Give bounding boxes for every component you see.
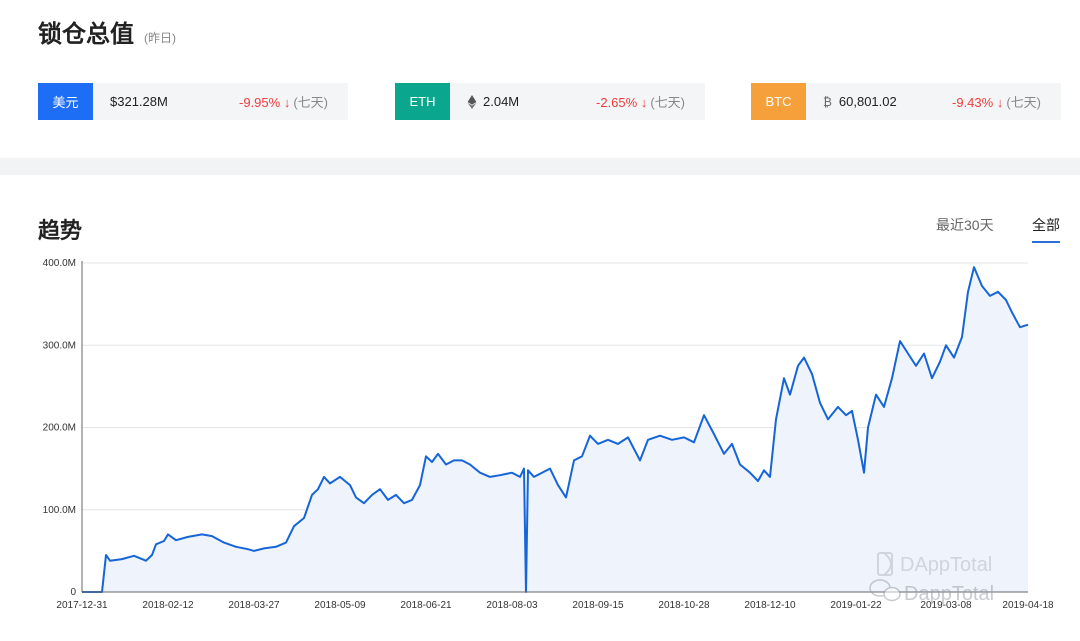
x-tick-label: 2018-10-28 (658, 600, 710, 611)
stat-change-usd: -9.95% ↓ (七天) (239, 92, 348, 111)
tvl-summary-panel: 锁仓总值 (昨日) 美元 $321.28M -9.95% ↓ (七天) ETH 2… (0, 0, 1080, 158)
stat-tag-eth: ETH (395, 83, 450, 120)
y-tick-label: 100.0M (43, 505, 76, 516)
page-subtitle: (昨日) (144, 31, 176, 45)
change-text: -9.95% ↓ (239, 95, 291, 110)
period-text: (七天) (650, 95, 685, 110)
area-fill (82, 267, 1028, 592)
x-tick-label: 2018-03-27 (228, 600, 280, 611)
chart-area (82, 266, 1029, 593)
period-text: (七天) (1006, 95, 1041, 110)
x-tick-label: 2018-08-03 (486, 600, 538, 611)
change-text: -2.65% ↓ (596, 95, 648, 110)
x-tick-label: 2019-04-18 (1002, 600, 1054, 611)
stat-change-btc: -9.43% ↓ (七天) (952, 92, 1061, 111)
x-tick-label: 2018-05-09 (314, 600, 366, 611)
chart-axes (81, 261, 1028, 593)
series-line (82, 266, 1029, 593)
change-text: -9.43% ↓ (952, 95, 1004, 110)
stat-card-btc[interactable]: BTC ₿ 60,801.02 -9.43% ↓ (七天) (751, 83, 1061, 120)
stat-value-text: 60,801.02 (838, 94, 897, 109)
stat-tag-usd: 美元 (38, 83, 93, 120)
watermark-brand: DAppTotal (900, 554, 992, 576)
stat-card-eth[interactable]: ETH 2.04M -2.65% ↓ (七天) (395, 83, 705, 120)
y-tick-labels: 0 100.0M 200.0M 300.0M 400.0M (43, 258, 77, 598)
y-tick-label: 300.0M (43, 340, 76, 351)
btc-icon: ₿ (823, 94, 832, 109)
x-tick-label: 2019-01-22 (830, 600, 882, 611)
x-tick-label: 2019-03-08 (920, 600, 972, 611)
stat-value-btc: ₿ 60,801.02 (806, 94, 952, 109)
y-tick-label: 200.0M (43, 423, 76, 434)
x-tick-label: 2018-12-10 (744, 600, 796, 611)
dapptotal-logo-icon (877, 552, 893, 576)
x-tick-label: 2018-02-12 (142, 600, 194, 611)
range-all-tab[interactable]: 全部 (1032, 215, 1060, 243)
tvl-trend-chart: 0 100.0M 200.0M 300.0M 400.0M 2017-12-31 2018… (43, 258, 1054, 611)
stat-value-text: $321.28M (110, 94, 168, 109)
eth-icon (467, 94, 477, 109)
stat-value-text: 2.04M (483, 94, 520, 109)
x-tick-label: 2017-12-31 (56, 600, 108, 611)
stat-card-usd[interactable]: 美元 $321.28M -9.95% ↓ (七天) (38, 83, 348, 120)
title-row: 锁仓总值 (昨日) (38, 14, 176, 49)
page-title: 锁仓总值 (38, 21, 134, 48)
stat-change-eth: -2.65% ↓ (七天) (596, 92, 705, 111)
trend-title: 趋势 (38, 218, 83, 243)
stat-tag-btc: BTC (751, 83, 806, 120)
wechat-icon (869, 579, 901, 602)
y-tick-label: 400.0M (43, 258, 76, 269)
y-tick-label: 0 (70, 587, 76, 598)
watermark-wechat: DappTotal (904, 583, 994, 605)
watermark: DAppTotal DappTotal (869, 552, 994, 605)
stat-value-usd: $321.28M (93, 94, 239, 109)
trend-panel: 趋势 最近30天 全部 0 100.0M 200.0M 300.0M 400.0M 20… (0, 175, 1080, 641)
x-tick-label: 2018-09-15 (572, 600, 624, 611)
x-tick-labels: 2017-12-31 2018-02-12 2018-03-27 2018-05-09… (56, 600, 1054, 611)
stat-value-eth: 2.04M (450, 94, 596, 109)
range-30-days-tab[interactable]: 最近30天 (936, 217, 994, 233)
x-tick-label: 2018-06-21 (400, 600, 452, 611)
period-text: (七天) (293, 95, 328, 110)
